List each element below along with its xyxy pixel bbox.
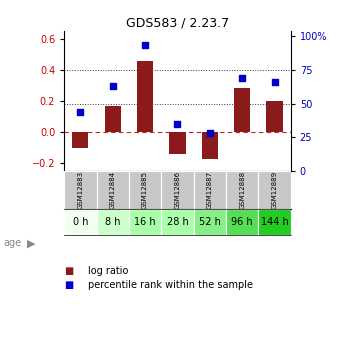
Bar: [129, 209, 161, 235]
Bar: [226, 171, 258, 209]
Point: [110, 83, 116, 89]
Text: 52 h: 52 h: [199, 217, 221, 227]
Bar: [97, 209, 129, 235]
Bar: [161, 171, 194, 209]
Text: ▶: ▶: [27, 238, 35, 248]
Text: GSM12887: GSM12887: [207, 171, 213, 209]
Bar: [97, 171, 129, 209]
Text: log ratio: log ratio: [88, 266, 128, 276]
Bar: [194, 209, 226, 235]
Point: [272, 79, 277, 85]
Text: 8 h: 8 h: [105, 217, 121, 227]
Text: ■: ■: [64, 266, 73, 276]
Text: 96 h: 96 h: [231, 217, 253, 227]
Bar: [64, 171, 97, 209]
Text: GSM12883: GSM12883: [77, 171, 83, 209]
Bar: [258, 209, 291, 235]
Bar: [194, 171, 226, 209]
Point: [78, 109, 83, 115]
Text: 16 h: 16 h: [134, 217, 156, 227]
Text: percentile rank within the sample: percentile rank within the sample: [88, 280, 253, 289]
Title: GDS583 / 2.23.7: GDS583 / 2.23.7: [126, 17, 229, 30]
Point: [239, 76, 245, 81]
Text: ■: ■: [64, 280, 73, 289]
Text: 0 h: 0 h: [73, 217, 88, 227]
Bar: [72, 132, 89, 148]
Bar: [202, 132, 218, 159]
Point: [142, 42, 148, 47]
Point: [175, 121, 180, 127]
Point: [207, 130, 213, 136]
Bar: [266, 101, 283, 132]
Text: GSM12889: GSM12889: [271, 171, 277, 209]
Text: 144 h: 144 h: [261, 217, 288, 227]
Bar: [129, 171, 161, 209]
Bar: [161, 209, 194, 235]
Bar: [137, 61, 153, 132]
Bar: [105, 106, 121, 132]
Bar: [234, 88, 250, 132]
Text: GSM12886: GSM12886: [174, 171, 180, 209]
Bar: [64, 209, 97, 235]
Text: GSM12884: GSM12884: [110, 171, 116, 209]
Text: GSM12885: GSM12885: [142, 171, 148, 209]
Bar: [169, 132, 186, 154]
Bar: [226, 209, 258, 235]
Bar: [258, 171, 291, 209]
Text: 28 h: 28 h: [167, 217, 188, 227]
Text: GSM12888: GSM12888: [239, 171, 245, 209]
Text: age: age: [3, 238, 22, 248]
